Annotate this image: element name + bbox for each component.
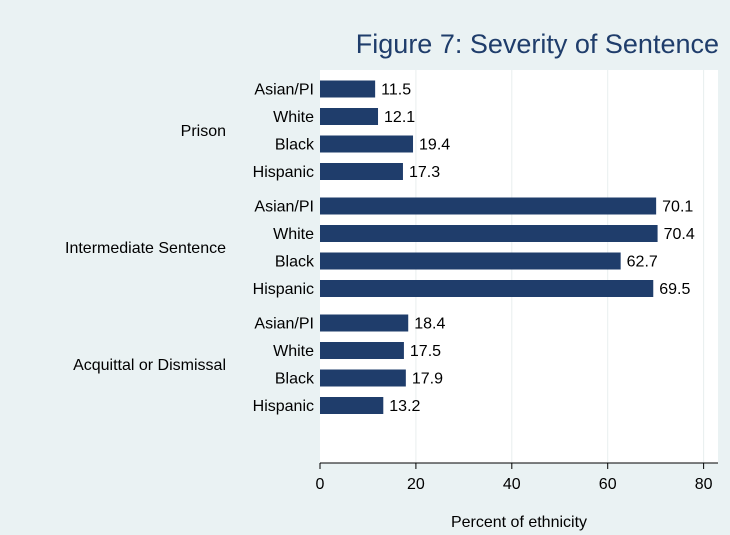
bar (320, 252, 621, 270)
group-label: Prison (181, 123, 226, 140)
data-label: 17.9 (412, 371, 443, 388)
bar (320, 135, 414, 153)
bar (320, 163, 403, 180)
group-label: Intermediate Sentence (65, 240, 226, 257)
category-label: White (273, 109, 314, 126)
data-label: 11.5 (381, 82, 411, 99)
bar (320, 80, 376, 98)
category-label: Hispanic (253, 164, 314, 181)
bar (320, 225, 658, 242)
category-label: Asian/PI (254, 82, 314, 99)
category-label: Hispanic (253, 398, 314, 415)
data-label: 70.4 (664, 226, 695, 243)
data-label: 12.1 (384, 109, 415, 126)
data-label: 17.3 (409, 164, 440, 181)
category-label: Black (275, 371, 315, 388)
data-label: 69.5 (659, 281, 690, 298)
group-label: Acquittal or Dismissal (73, 357, 226, 374)
x-tick-label: 80 (695, 476, 713, 493)
data-label: 13.2 (389, 398, 420, 415)
x-tick-label: 60 (599, 476, 617, 493)
x-tick-label: 40 (503, 476, 521, 493)
data-label: 18.4 (414, 316, 445, 333)
category-label: White (273, 343, 314, 360)
bar (320, 314, 409, 332)
bar (320, 342, 404, 359)
data-label: 70.1 (662, 199, 693, 216)
bar (320, 397, 384, 414)
data-label: 62.7 (627, 254, 658, 271)
category-label: Hispanic (253, 281, 314, 298)
bar (320, 197, 657, 215)
bar (320, 280, 654, 297)
data-label: 19.4 (419, 137, 450, 154)
category-label: Black (275, 254, 315, 271)
x-axis: 0 20 40 60 80 (316, 462, 718, 493)
bar (320, 108, 379, 125)
labels: Asian/PI 11.5 White 12.1 Black 19.4 Hispanic 17… (65, 82, 695, 416)
x-axis-title: Percent of ethnicity (451, 514, 587, 531)
category-label: Black (275, 137, 315, 154)
category-label: Asian/PI (254, 199, 314, 216)
bars (320, 80, 658, 414)
x-tick-label: 20 (407, 476, 425, 493)
data-label: 17.5 (410, 343, 441, 360)
chart-title: Figure 7: Severity of Sentence (356, 29, 719, 59)
x-tick-label: 0 (316, 476, 325, 493)
bar (320, 369, 406, 387)
category-label: White (273, 226, 314, 243)
category-label: Asian/PI (254, 316, 314, 333)
